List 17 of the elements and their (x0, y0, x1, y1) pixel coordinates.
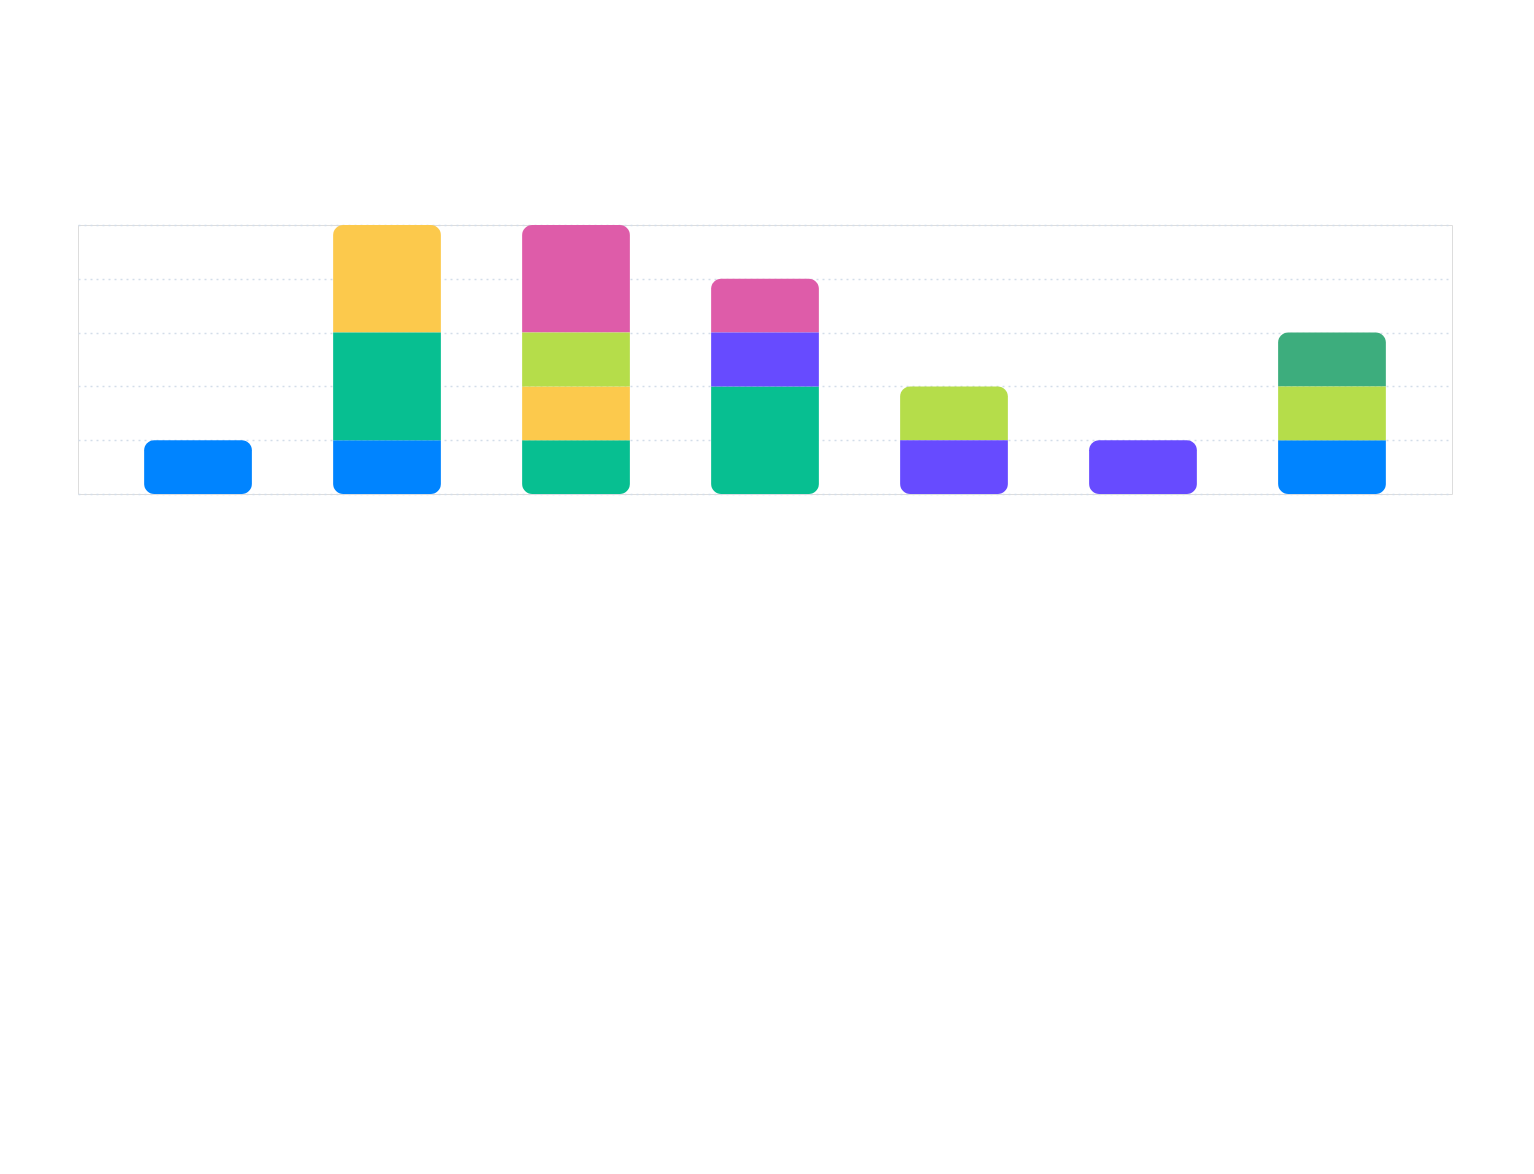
bar (1278, 332, 1386, 387)
bar (522, 225, 630, 333)
bar (900, 386, 1008, 441)
bar (144, 440, 252, 494)
bar (333, 440, 441, 494)
bar (1278, 440, 1386, 494)
bar (711, 332, 819, 387)
bar (333, 332, 441, 441)
bar (1278, 386, 1386, 441)
bar (711, 278, 819, 333)
bar (900, 440, 1008, 494)
bar (522, 440, 630, 494)
bar (522, 386, 630, 441)
bar (1089, 440, 1197, 494)
bar (333, 225, 441, 333)
bar (711, 386, 819, 494)
bar (522, 332, 630, 387)
